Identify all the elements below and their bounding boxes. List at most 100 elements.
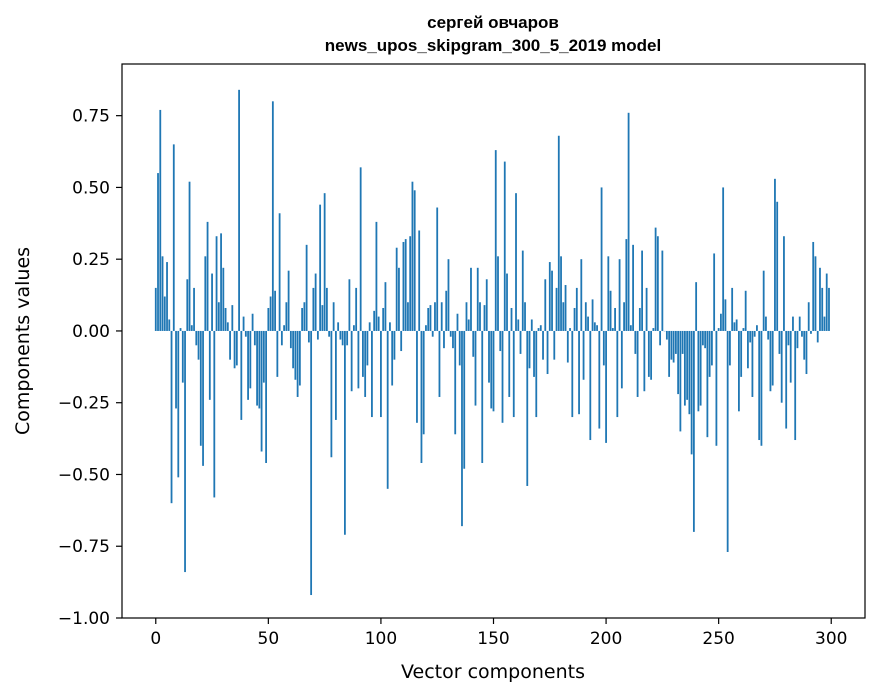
bar xyxy=(436,207,439,331)
bar xyxy=(715,330,718,446)
bar xyxy=(296,330,299,397)
bar xyxy=(578,330,580,415)
bar xyxy=(398,267,400,331)
bar xyxy=(283,325,286,331)
bar xyxy=(636,330,639,397)
bar xyxy=(420,330,423,463)
bar xyxy=(251,313,254,331)
bar xyxy=(431,330,434,337)
bar xyxy=(616,330,619,418)
bar xyxy=(271,101,274,331)
bar xyxy=(587,316,589,331)
bar xyxy=(253,330,256,346)
bar xyxy=(215,236,218,331)
bar xyxy=(226,322,229,331)
bar xyxy=(476,267,479,331)
bar xyxy=(316,330,319,340)
y-tick-label: −0.25 xyxy=(58,394,110,414)
bar xyxy=(501,330,504,423)
bar xyxy=(747,330,749,369)
bar xyxy=(638,307,641,331)
bar xyxy=(440,302,443,331)
bar xyxy=(402,241,405,331)
bar xyxy=(305,244,308,331)
bar xyxy=(602,330,605,366)
bar xyxy=(384,282,387,331)
bar xyxy=(330,330,333,458)
bar xyxy=(422,330,425,435)
x-axis-ticks: 0 50 100 150 200 250 300 xyxy=(150,618,847,649)
bar xyxy=(193,287,195,331)
bar xyxy=(425,325,427,331)
bar xyxy=(560,256,562,331)
bar xyxy=(190,325,193,331)
bar xyxy=(528,330,531,369)
bar xyxy=(760,330,763,446)
bar xyxy=(656,236,659,331)
bar xyxy=(461,330,463,527)
y-tick-label: −0.75 xyxy=(58,537,110,557)
bar xyxy=(713,253,716,331)
bar xyxy=(596,325,598,331)
bar xyxy=(314,273,317,331)
bar xyxy=(474,330,477,406)
bar xyxy=(413,190,416,331)
bar xyxy=(488,330,490,383)
bar xyxy=(339,330,342,340)
bar xyxy=(672,330,675,363)
bar xyxy=(611,328,614,331)
bar xyxy=(265,330,267,463)
bar xyxy=(679,330,682,432)
bar xyxy=(242,316,245,331)
bar xyxy=(686,330,689,400)
bar xyxy=(346,330,349,346)
bar xyxy=(485,279,488,331)
bar xyxy=(463,330,466,469)
bar xyxy=(774,178,776,331)
bar xyxy=(154,287,157,331)
bar xyxy=(625,239,628,331)
bar xyxy=(735,319,738,331)
bar xyxy=(172,144,175,331)
bar xyxy=(407,302,409,331)
bar xyxy=(418,230,421,331)
bar xyxy=(357,330,360,389)
bar xyxy=(211,273,213,331)
bar xyxy=(229,330,231,360)
bar xyxy=(794,330,797,441)
bar xyxy=(641,250,643,331)
bar xyxy=(470,267,472,331)
bar xyxy=(240,330,243,420)
bar xyxy=(355,287,358,331)
bar xyxy=(801,330,803,337)
bar xyxy=(404,239,407,331)
bar xyxy=(188,181,191,331)
bar xyxy=(812,241,815,331)
y-tick-label: 0.00 xyxy=(72,322,110,342)
bar xyxy=(810,330,812,334)
bar xyxy=(593,322,596,331)
bar xyxy=(393,330,396,360)
bar xyxy=(262,330,265,383)
bar xyxy=(765,316,767,331)
bar xyxy=(537,328,540,331)
bar xyxy=(186,279,189,331)
bar xyxy=(510,307,513,331)
bar xyxy=(569,328,571,331)
bar xyxy=(783,236,785,331)
bar xyxy=(312,287,315,331)
bar xyxy=(571,330,574,418)
bar xyxy=(206,221,209,331)
bar xyxy=(278,213,281,331)
bar xyxy=(729,330,731,366)
bar xyxy=(456,313,459,331)
bar xyxy=(647,330,650,377)
bars-group xyxy=(154,89,830,596)
bar xyxy=(629,325,632,331)
bar xyxy=(213,330,216,498)
bar xyxy=(697,330,700,412)
bar xyxy=(506,273,508,331)
y-tick-label: 0.25 xyxy=(72,250,110,270)
bar xyxy=(582,330,585,380)
bar xyxy=(708,330,711,377)
